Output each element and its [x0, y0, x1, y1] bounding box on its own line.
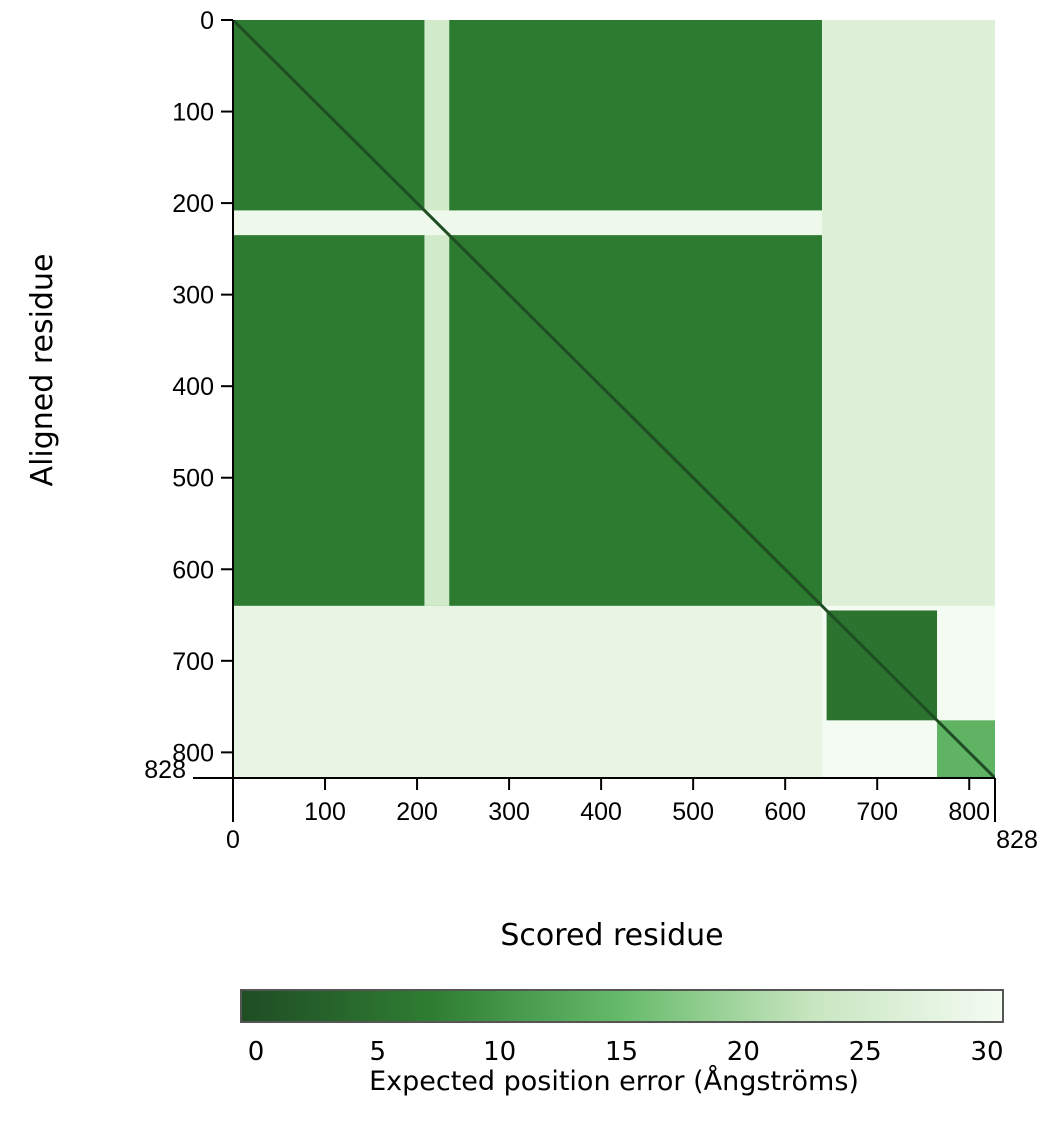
colorbar-tick-label: 10: [483, 1037, 516, 1067]
heatmap-region: [233, 605, 822, 778]
colorbar-tick-label: 15: [605, 1037, 638, 1067]
heatmap-region: [821, 20, 995, 606]
y-tick-label: 200: [172, 190, 214, 218]
x-tick-label: 400: [580, 798, 622, 826]
heatmap-diagonal: [233, 20, 995, 778]
y-axis-title: Aligned residue: [25, 254, 60, 487]
colorbar: 0 5 10 15 20 25 30 Expected position error (Ån…: [240, 989, 1004, 1097]
colorbar-tick-label: 30: [970, 1037, 1003, 1067]
y-tick-label: 400: [172, 373, 214, 401]
x-tick-label: 828: [996, 826, 1038, 854]
x-tick-label: 200: [396, 798, 438, 826]
y-tick-label: 600: [172, 556, 214, 584]
y-tick-label: 800: [172, 739, 214, 767]
x-axis-title: Scored residue: [500, 918, 723, 953]
x-tick-label: 500: [672, 798, 714, 826]
x-tick-label: 800: [948, 798, 990, 826]
colorbar-gradient: [240, 989, 1004, 1023]
y-tick-label: 828: [144, 756, 186, 784]
heatmap-cells: [233, 20, 995, 778]
y-tick-label: 500: [172, 465, 214, 493]
y-tick-label: 300: [172, 282, 214, 310]
x-tick-label: 600: [764, 798, 806, 826]
y-tick-label: 0: [200, 7, 214, 35]
x-tick-label: 700: [856, 798, 898, 826]
colorbar-title: Expected position error (Ångströms): [369, 1065, 859, 1097]
colorbar-ticks: 0 5 10 15 20 25 30: [248, 1037, 1004, 1067]
heatmap-plot-area: [233, 20, 995, 778]
colorbar-tick-label: 0: [248, 1037, 265, 1067]
y-tick-label: 700: [172, 648, 214, 676]
x-tick-label: 300: [488, 798, 530, 826]
colorbar-tick-label: 20: [727, 1037, 760, 1067]
y-tick-label: 100: [172, 99, 214, 127]
heatmap-region: [424, 20, 450, 606]
colorbar-tick-label: 5: [370, 1037, 387, 1067]
x-tick-label: 100: [304, 798, 346, 826]
colorbar-tick-label: 25: [849, 1037, 882, 1067]
x-tick-label: 0: [226, 826, 240, 854]
